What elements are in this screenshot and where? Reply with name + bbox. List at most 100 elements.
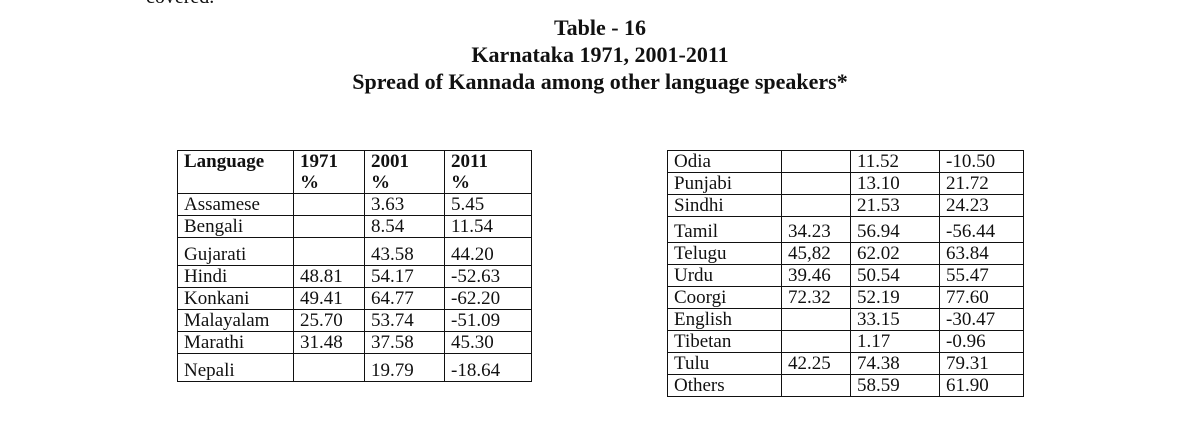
cell-2011: -52.63 — [444, 265, 532, 288]
cell-1971: 25.70 — [293, 309, 365, 332]
cell-2011: -56.44 — [939, 216, 1024, 243]
table-row: English 33.15 -30.47 — [667, 308, 1024, 331]
cell-2001: 8.54 — [364, 215, 445, 238]
cell-1971: 31.48 — [293, 331, 365, 354]
table-row: Malayalam 25.70 53.74 -51.09 — [177, 309, 532, 332]
cell-1971: 39.46 — [781, 264, 851, 287]
cell-2001: 21.53 — [850, 194, 940, 217]
header-2011: 2011% — [444, 150, 532, 194]
cell-1971: 48.81 — [293, 265, 365, 288]
cell-2001: 50.54 — [850, 264, 940, 287]
cell-2011: 45.30 — [444, 331, 532, 354]
cell-language: Nepali — [177, 353, 294, 382]
cell-2001: 33.15 — [850, 308, 940, 331]
cell-1971: 49.41 — [293, 287, 365, 310]
cell-2011: -18.64 — [444, 353, 532, 382]
table-row: Telugu 45,82 62.02 63.84 — [667, 242, 1024, 265]
cell-language: Odia — [667, 150, 782, 173]
header-language: Language — [177, 150, 294, 194]
cell-2001: 62.02 — [850, 242, 940, 265]
cell-2011: 21.72 — [939, 172, 1024, 195]
table-row: Assamese 3.63 5.45 — [177, 193, 532, 216]
table-row: Bengali 8.54 11.54 — [177, 215, 532, 238]
cell-1971 — [781, 194, 851, 217]
cell-1971 — [293, 215, 365, 238]
table-row: Others 58.59 61.90 — [667, 374, 1024, 397]
cell-2011: 24.23 — [939, 194, 1024, 217]
cell-language: Marathi — [177, 331, 294, 354]
title-line-1: Table - 16 — [553, 15, 647, 40]
table-row: Odia 11.52 -10.50 — [667, 150, 1024, 173]
cell-2001: 3.63 — [364, 193, 445, 216]
cell-1971 — [293, 237, 365, 266]
cell-2011: -10.50 — [939, 150, 1024, 173]
cell-2011: 11.54 — [444, 215, 532, 238]
cell-language: Assamese — [177, 193, 294, 216]
table-row: Hindi 48.81 54.17 -52.63 — [177, 265, 532, 288]
cell-1971 — [293, 353, 365, 382]
table-row: Punjabi 13.10 21.72 — [667, 172, 1024, 195]
table-row: Coorgi 72.32 52.19 77.60 — [667, 286, 1024, 309]
cell-2011: -0.96 — [939, 330, 1024, 353]
cell-1971: 34.23 — [781, 216, 851, 243]
cell-2001: 11.52 — [850, 150, 940, 173]
table-row: Konkani 49.41 64.77 -62.20 — [177, 287, 532, 310]
cell-1971: 42.25 — [781, 352, 851, 375]
cell-2001: 19.79 — [364, 353, 445, 382]
cell-2011: -62.20 — [444, 287, 532, 310]
cell-language: Telugu — [667, 242, 782, 265]
cell-2011: -51.09 — [444, 309, 532, 332]
cell-2011: 55.47 — [939, 264, 1024, 287]
table-row: Urdu 39.46 50.54 55.47 — [667, 264, 1024, 287]
cell-language: Hindi — [177, 265, 294, 288]
cell-language: Coorgi — [667, 286, 782, 309]
table-header-row: Language 1971% 2001% 2011% — [177, 150, 532, 194]
cell-language: Tamil — [667, 216, 782, 243]
table-row: Gujarati 43.58 44.20 — [177, 237, 532, 266]
table-title: Table - 16 Karnataka 1971, 2001-2011 Spr… — [0, 14, 1200, 95]
cell-1971 — [781, 172, 851, 195]
cell-2011: 61.90 — [939, 374, 1024, 397]
cell-language: Others — [667, 374, 782, 397]
cell-2001: 1.17 — [850, 330, 940, 353]
header-1971: 1971% — [293, 150, 365, 194]
header-2001: 2001% — [364, 150, 445, 194]
cell-2011: -30.47 — [939, 308, 1024, 331]
table-row: Tibetan 1.17 -0.96 — [667, 330, 1024, 353]
cell-2011: 63.84 — [939, 242, 1024, 265]
cell-1971 — [293, 193, 365, 216]
cell-1971 — [781, 308, 851, 331]
cell-language: Tulu — [667, 352, 782, 375]
cell-language: English — [667, 308, 782, 331]
table-row: Nepali 19.79 -18.64 — [177, 353, 532, 382]
cell-2001: 54.17 — [364, 265, 445, 288]
title-line-3: Spread of Kannada among other language s… — [352, 69, 848, 94]
cell-1971: 45,82 — [781, 242, 851, 265]
cell-2011: 5.45 — [444, 193, 532, 216]
cell-language: Punjabi — [667, 172, 782, 195]
cell-2001: 74.38 — [850, 352, 940, 375]
language-table-right: Odia 11.52 -10.50 Punjabi 13.10 21.72 Si… — [667, 150, 1024, 397]
cell-2001: 52.19 — [850, 286, 940, 309]
cell-2001: 37.58 — [364, 331, 445, 354]
table-row: Marathi 31.48 37.58 45.30 — [177, 331, 532, 354]
table-row: Tamil 34.23 56.94 -56.44 — [667, 216, 1024, 243]
previous-text-fragment: covered. — [146, 0, 214, 8]
cell-language: Gujarati — [177, 237, 294, 266]
cell-2011: 79.31 — [939, 352, 1024, 375]
cell-2001: 43.58 — [364, 237, 445, 266]
table-row: Tulu 42.25 74.38 79.31 — [667, 352, 1024, 375]
cell-1971 — [781, 330, 851, 353]
cell-1971 — [781, 374, 851, 397]
cell-2011: 44.20 — [444, 237, 532, 266]
cell-language: Sindhi — [667, 194, 782, 217]
language-table-left: Language 1971% 2001% 2011% Assamese 3.63… — [177, 150, 532, 382]
cell-2001: 56.94 — [850, 216, 940, 243]
table-row: Sindhi 21.53 24.23 — [667, 194, 1024, 217]
cell-2001: 58.59 — [850, 374, 940, 397]
cell-language: Tibetan — [667, 330, 782, 353]
cell-2001: 64.77 — [364, 287, 445, 310]
cell-2011: 77.60 — [939, 286, 1024, 309]
cell-1971 — [781, 150, 851, 173]
cell-language: Urdu — [667, 264, 782, 287]
